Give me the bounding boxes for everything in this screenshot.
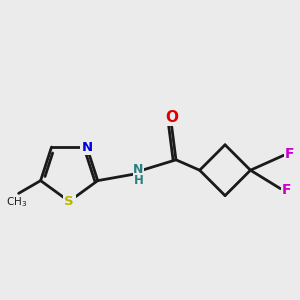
Text: F: F [281,183,291,197]
Text: O: O [165,110,178,124]
Text: S: S [64,195,74,208]
Text: CH$_3$: CH$_3$ [6,196,27,209]
Text: F: F [285,147,295,161]
Text: N: N [133,163,144,176]
Text: H: H [134,174,143,187]
Text: N: N [81,141,92,154]
